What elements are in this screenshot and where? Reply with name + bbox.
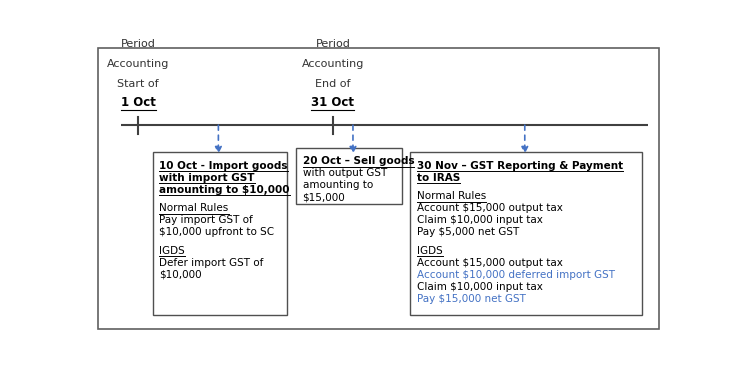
Text: $15,000: $15,000	[302, 192, 345, 203]
Text: IGDS: IGDS	[417, 245, 443, 256]
Text: Normal Rules: Normal Rules	[417, 191, 486, 201]
Text: Claim $10,000 input tax: Claim $10,000 input tax	[417, 215, 543, 225]
Bar	[410, 153, 642, 315]
Text: Account $15,000 output tax: Account $15,000 output tax	[417, 203, 563, 213]
Text: IGDS: IGDS	[160, 245, 185, 256]
Text: 30 Nov – GST Reporting & Payment: 30 Nov – GST Reporting & Payment	[417, 160, 623, 170]
Text: with import GST: with import GST	[160, 173, 255, 182]
Text: End of: End of	[315, 79, 351, 89]
Text: 10 Oct - Import goods: 10 Oct - Import goods	[160, 160, 288, 170]
Text: $10,000: $10,000	[160, 270, 202, 280]
Text: Accounting: Accounting	[107, 59, 169, 69]
Text: Period: Period	[316, 39, 350, 49]
Text: Period: Period	[120, 39, 156, 49]
Text: Normal Rules: Normal Rules	[160, 203, 228, 213]
Text: amounting to: amounting to	[302, 180, 372, 190]
Text: Pay $15,000 net GST: Pay $15,000 net GST	[417, 294, 526, 304]
Text: 1 Oct: 1 Oct	[120, 96, 156, 109]
Text: Pay import GST of: Pay import GST of	[160, 215, 253, 225]
Bar	[152, 153, 287, 315]
Text: with output GST: with output GST	[302, 168, 386, 178]
Text: amounting to $10,000: amounting to $10,000	[160, 185, 290, 195]
Text: to IRAS: to IRAS	[417, 173, 460, 182]
Text: 31 Oct: 31 Oct	[311, 96, 355, 109]
Text: Start of: Start of	[118, 79, 159, 89]
Text: Defer import GST of: Defer import GST of	[160, 258, 264, 267]
Text: Account $10,000 deferred import GST: Account $10,000 deferred import GST	[417, 270, 615, 280]
Bar	[296, 148, 402, 204]
Text: 20 Oct – Sell goods: 20 Oct – Sell goods	[302, 156, 414, 166]
Text: Accounting: Accounting	[302, 59, 364, 69]
Text: $10,000 upfront to SC: $10,000 upfront to SC	[160, 227, 274, 237]
Text: Claim $10,000 input tax: Claim $10,000 input tax	[417, 282, 543, 292]
Text: Account $15,000 output tax: Account $15,000 output tax	[417, 258, 563, 267]
Text: Pay $5,000 net GST: Pay $5,000 net GST	[417, 227, 520, 237]
